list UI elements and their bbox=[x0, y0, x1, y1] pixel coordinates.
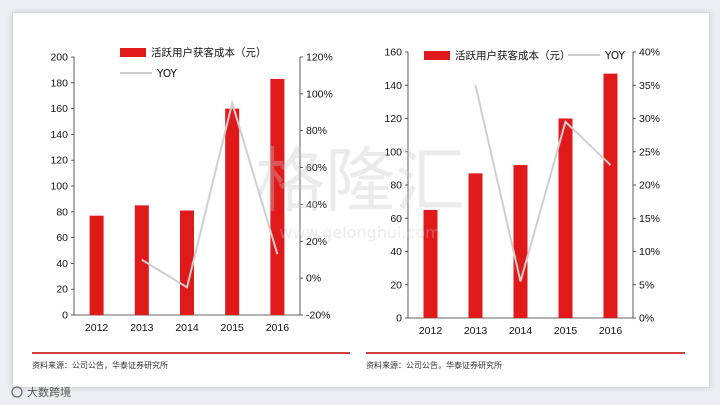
x-tick-label: 2012 bbox=[85, 322, 109, 334]
left-tick-label: 60 bbox=[56, 232, 68, 244]
bar bbox=[423, 209, 438, 318]
brand-label: 大数跨境 bbox=[27, 385, 71, 399]
left-tick-label: 100 bbox=[384, 146, 402, 158]
legend-bar-label: 活跃用户获客成本（元） bbox=[455, 49, 571, 62]
source-note: 资料来源：公司公告，华泰证券研究所 bbox=[366, 360, 502, 370]
right-tick-label: 20% bbox=[639, 180, 660, 192]
right-tick-label: 120% bbox=[306, 52, 333, 64]
x-tick-label: 2014 bbox=[509, 325, 533, 337]
bar bbox=[603, 73, 618, 318]
x-tick-label: 2016 bbox=[599, 325, 623, 337]
brand-icon bbox=[11, 386, 23, 398]
left-tick-label: 120 bbox=[384, 113, 402, 125]
x-tick-label: 2013 bbox=[464, 325, 488, 337]
right-tick-label: 30% bbox=[639, 113, 660, 125]
bar bbox=[270, 78, 285, 316]
bar bbox=[89, 215, 104, 315]
x-tick-label: 2016 bbox=[266, 322, 290, 334]
left-tick-label: 0 bbox=[396, 313, 402, 325]
legend-line-label: YOY bbox=[604, 50, 626, 62]
yoy-line bbox=[474, 85, 612, 282]
yoy-line bbox=[141, 99, 279, 289]
right-tick-label: 100% bbox=[306, 88, 333, 100]
right-tick-label: 35% bbox=[639, 80, 660, 92]
x-tick-label: 2015 bbox=[554, 325, 578, 337]
right-tick-label: 40% bbox=[639, 47, 660, 59]
watermark-url: www.gelonghui.com bbox=[279, 223, 440, 242]
bar bbox=[558, 118, 573, 318]
left-tick-label: 140 bbox=[50, 129, 68, 141]
left-tick-label: 60 bbox=[390, 213, 402, 225]
left-tick-label: 160 bbox=[50, 103, 68, 115]
left-tick-label: 40 bbox=[56, 258, 68, 270]
slide-panel bbox=[12, 12, 710, 388]
right-tick-label: 5% bbox=[639, 279, 654, 291]
legend-bar-swatch bbox=[120, 48, 146, 57]
left-tick-label: 80 bbox=[390, 180, 402, 192]
left-tick-label: 160 bbox=[384, 47, 402, 59]
right-tick-label: 80% bbox=[306, 125, 327, 137]
bar bbox=[513, 165, 528, 318]
left-tick-label: 200 bbox=[50, 52, 68, 64]
watermark-logo-text: 格隆汇 bbox=[255, 140, 465, 222]
x-tick-label: 2014 bbox=[175, 322, 199, 334]
x-tick-label: 2015 bbox=[221, 322, 245, 334]
right-tick-label: 15% bbox=[639, 213, 660, 225]
right-tick-label: 0% bbox=[306, 273, 321, 285]
left-tick-label: 20 bbox=[390, 279, 402, 291]
left-tick-label: 100 bbox=[50, 181, 68, 193]
x-tick-label: 2013 bbox=[130, 322, 154, 334]
legend-line-label: YOY bbox=[156, 68, 178, 80]
source-note: 资料来源：公司公告，华泰证券研究所 bbox=[32, 360, 168, 370]
left-tick-label: 40 bbox=[390, 246, 402, 258]
left-tick-label: 80 bbox=[56, 206, 68, 218]
legend-bar-label: 活跃用户获客成本（元） bbox=[151, 46, 267, 59]
chart-1: 0 20 40 60 80 100 120 140 160 180 200 -20% 0% 20% 40% 6… bbox=[32, 46, 350, 370]
right-tick-label: 20% bbox=[306, 236, 327, 248]
legend-bar-swatch bbox=[424, 51, 450, 60]
left-tick-label: 20 bbox=[56, 284, 68, 296]
right-tick-label: -20% bbox=[306, 310, 331, 322]
right-tick-label: 25% bbox=[639, 146, 660, 158]
x-tick-label: 2012 bbox=[419, 325, 443, 337]
bar bbox=[468, 173, 483, 318]
right-tick-label: 0% bbox=[639, 313, 654, 325]
left-tick-label: 180 bbox=[50, 77, 68, 89]
right-tick-label: 60% bbox=[306, 162, 327, 174]
bar bbox=[225, 108, 240, 315]
left-tick-label: 120 bbox=[50, 155, 68, 167]
bar bbox=[180, 210, 194, 315]
left-tick-label: 0 bbox=[62, 310, 68, 322]
left-tick-label: 140 bbox=[384, 80, 402, 92]
right-tick-label: 10% bbox=[639, 246, 660, 258]
right-tick-label: 40% bbox=[306, 199, 327, 211]
chart-2: 0 20 40 60 80 100 120 140 160 0% 5% 10% 15% 20% 25% 30%… bbox=[366, 47, 685, 370]
